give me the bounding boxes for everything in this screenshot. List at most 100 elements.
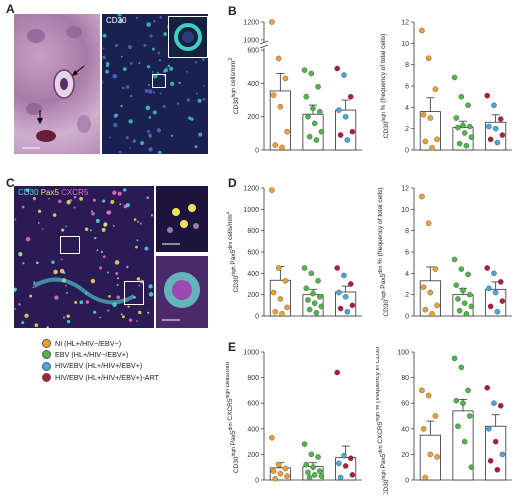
- data-point: [497, 279, 504, 285]
- data-point: [484, 92, 491, 99]
- data-point: [349, 472, 356, 478]
- data-point: [487, 458, 494, 464]
- data-point: [310, 464, 316, 470]
- data-point: [272, 308, 279, 315]
- data-point: [303, 461, 310, 468]
- multiplex-inset-top: [156, 186, 208, 252]
- data-point: [275, 265, 282, 271]
- multiplex-inset-bottom: [156, 256, 208, 328]
- data-point: [419, 193, 425, 200]
- data-point: [494, 308, 501, 315]
- data-point: [347, 455, 354, 462]
- cd30-channel-label: CD30: [18, 188, 39, 197]
- data-point: [494, 466, 501, 473]
- panel-letter-c: C: [6, 176, 15, 190]
- data-point: [349, 128, 356, 135]
- data-point: [484, 265, 491, 271]
- data-point: [270, 468, 277, 474]
- data-point: [342, 294, 349, 300]
- data-point: [316, 294, 323, 300]
- y-tick-label: 0: [405, 478, 409, 485]
- data-point: [427, 289, 434, 296]
- data-point: [453, 115, 460, 121]
- data-point: [311, 120, 318, 127]
- data-point: [486, 285, 492, 292]
- data-point: [282, 278, 289, 284]
- data-point: [337, 474, 344, 481]
- data-point: [463, 142, 470, 149]
- data-point: [301, 441, 308, 447]
- y-tick-label: 1200: [243, 20, 259, 27]
- data-point: [425, 392, 432, 399]
- data-point: [275, 55, 282, 62]
- y-axis-label: CD30high Pax5dim CXCR5high % (frequency …: [376, 344, 390, 494]
- panel-letter-e: E: [228, 340, 237, 354]
- data-point: [422, 138, 429, 145]
- data-point: [492, 289, 499, 296]
- data-point: [336, 460, 342, 467]
- legend-item: EBV (HL+/HIV−/EBV+): [42, 349, 159, 360]
- data-point: [318, 303, 325, 310]
- data-point: [422, 306, 429, 313]
- data-point: [455, 296, 461, 302]
- panel-letter-a: A: [6, 2, 15, 16]
- multiplex-roi-box-2: [124, 281, 144, 305]
- data-point: [341, 72, 347, 78]
- data-point: [451, 74, 458, 81]
- data-point: [336, 289, 342, 296]
- data-point: [420, 112, 427, 118]
- data-point: [316, 468, 323, 474]
- y-tick-label: 400: [247, 81, 259, 88]
- data-point: [311, 300, 318, 306]
- axis-break-mark: [259, 44, 269, 49]
- data-point: [497, 116, 504, 122]
- data-point: [308, 451, 315, 458]
- y-tick-label: 10: [401, 207, 409, 214]
- data-point: [341, 272, 347, 279]
- data-point: [420, 426, 427, 432]
- data-point: [468, 134, 475, 140]
- data-point: [422, 474, 429, 481]
- data-point: [282, 75, 289, 82]
- y-tick-label: 20: [401, 452, 409, 459]
- chart-d-cells-per-mm2: 0 200 400 600 800 1000 1200 CD30high Pax5dim ce…: [226, 186, 362, 321]
- axis-break-mark: [259, 40, 269, 45]
- data-point: [308, 270, 315, 277]
- legend-item: HIV/EBV (HL+/HIV+/EBV+)-ART: [42, 372, 159, 383]
- data-point: [484, 385, 491, 391]
- data-point: [419, 27, 425, 34]
- data-point: [466, 291, 473, 298]
- legend-dot-icon: [42, 350, 51, 360]
- data-point: [465, 102, 471, 108]
- data-point: [301, 67, 308, 73]
- y-tick-label: 8: [405, 228, 409, 235]
- chart-e-percent-cd30: 0 20 40 60 80 100 CD30high Pax5dim CXCR5high %…: [376, 344, 512, 494]
- legend-label: EBV (HL+/HIV−/EBV+): [55, 350, 129, 360]
- pax5-channel-label: Pax5: [40, 188, 59, 197]
- data-point: [279, 144, 285, 151]
- data-point: [347, 281, 354, 287]
- data-point: [491, 102, 497, 108]
- data-point: [313, 309, 320, 316]
- y-tick-label: 0: [405, 148, 409, 155]
- data-point: [429, 145, 435, 151]
- data-point: [269, 187, 275, 193]
- data-point: [270, 92, 277, 98]
- legend-label: NI (HL+/HIV−/EBV−): [55, 339, 122, 348]
- y-tick-label: 1000: [243, 37, 259, 44]
- data-point: [334, 65, 341, 72]
- data-point: [419, 387, 425, 394]
- data-point: [460, 287, 466, 294]
- y-tick-label: 1000: [243, 350, 259, 357]
- data-point: [499, 451, 506, 458]
- data-point: [486, 123, 492, 130]
- data-point: [465, 387, 471, 394]
- data-point: [491, 400, 497, 407]
- data-point: [465, 271, 471, 278]
- data-point: [453, 282, 460, 288]
- cd30-label: CD30: [106, 16, 127, 25]
- data-point: [303, 93, 310, 100]
- data-point: [456, 140, 463, 147]
- y-tick-label: 600: [247, 48, 259, 55]
- data-point: [487, 136, 494, 143]
